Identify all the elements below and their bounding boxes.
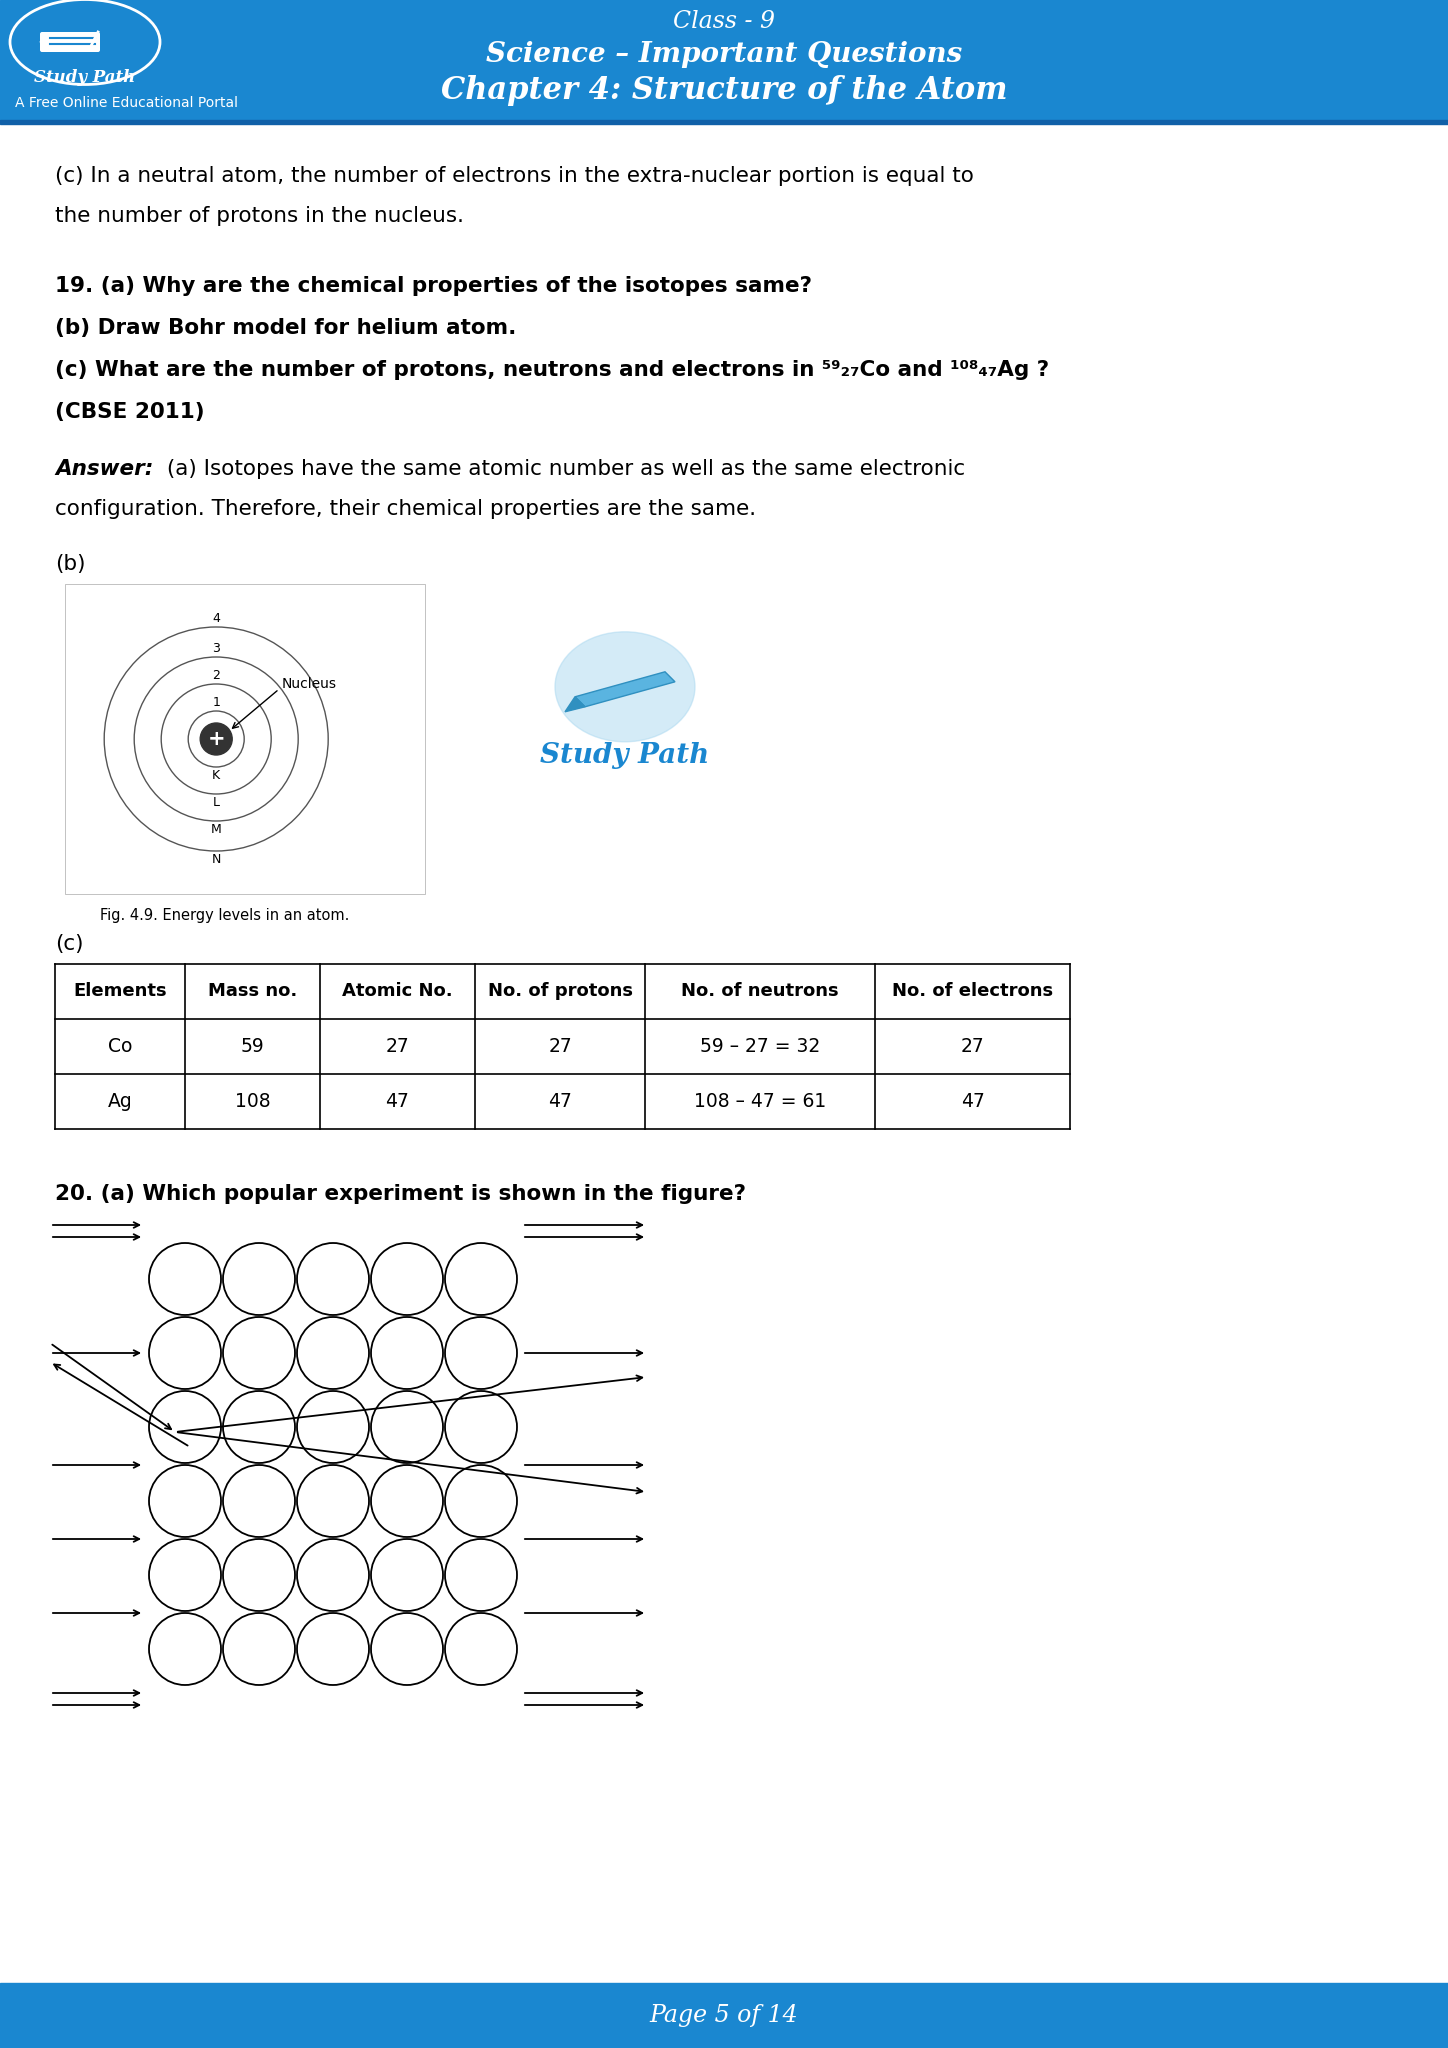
Text: Elements: Elements [74,983,167,1001]
Text: (a) Isotopes have the same atomic number as well as the same electronic: (a) Isotopes have the same atomic number… [159,459,966,479]
Text: 27: 27 [960,1036,985,1057]
Text: Class - 9: Class - 9 [673,10,775,33]
Text: L: L [213,797,220,809]
Text: 4: 4 [213,612,220,625]
Text: Fig. 4.9. Energy levels in an atom.: Fig. 4.9. Energy levels in an atom. [100,907,349,924]
Text: 19. (a) Why are the chemical properties of the isotopes same?: 19. (a) Why are the chemical properties … [55,276,812,297]
Bar [0,121,1448,125]
Text: 27: 27 [385,1036,410,1057]
Text: 59 – 27 = 32: 59 – 27 = 32 [699,1036,820,1057]
Text: Ag: Ag [107,1092,132,1110]
Text: Chapter 4: Structure of the Atom: Chapter 4: Structure of the Atom [440,74,1008,106]
Text: Study Path: Study Path [35,70,136,86]
Bar [65,584,426,895]
Text: (CBSE 2011): (CBSE 2011) [55,401,204,422]
Bar [0,0,1448,121]
Text: (b): (b) [55,555,85,573]
Text: (c) In a neutral atom, the number of electrons in the extra-nuclear portion is e: (c) In a neutral atom, the number of ele… [55,166,975,186]
Text: (c) What are the number of protons, neutrons and electrons in ⁵⁹₂₇Co and ¹⁰⁸₄₇Ag: (c) What are the number of protons, neut… [55,360,1050,381]
Text: Mass no.: Mass no. [209,983,297,1001]
Text: Co: Co [107,1036,132,1057]
Text: 108: 108 [235,1092,271,1110]
Text: 59: 59 [240,1036,265,1057]
Text: 47: 47 [960,1092,985,1110]
Text: A Free Online Educational Portal: A Free Online Educational Portal [14,96,237,111]
Text: Science – Important Questions: Science – Important Questions [487,41,961,68]
Text: +: + [207,729,224,750]
Text: the number of protons in the nucleus.: the number of protons in the nucleus. [55,207,463,225]
Circle shape [200,723,232,756]
Text: Study Path: Study Path [540,741,710,768]
Text: 27: 27 [549,1036,572,1057]
Text: 3: 3 [213,641,220,655]
Text: Page 5 of 14: Page 5 of 14 [650,2005,798,2028]
Text: No. of electrons: No. of electrons [892,983,1053,1001]
Polygon shape [575,672,675,707]
Text: K: K [213,768,220,782]
Polygon shape [565,696,585,713]
FancyBboxPatch shape [41,33,100,51]
Ellipse shape [555,631,695,741]
Text: (b) Draw Bohr model for helium atom.: (b) Draw Bohr model for helium atom. [55,317,517,338]
Text: 20. (a) Which popular experiment is shown in the figure?: 20. (a) Which popular experiment is show… [55,1184,746,1204]
Text: 1: 1 [213,696,220,709]
Text: 47: 47 [385,1092,410,1110]
Text: Nucleus: Nucleus [281,678,336,690]
Text: Answer:: Answer: [55,459,153,479]
Text: M: M [211,823,222,836]
Bar [0,1982,1448,2048]
Text: No. of neutrons: No. of neutrons [681,983,838,1001]
Text: (c): (c) [55,934,84,954]
Text: configuration. Therefore, their chemical properties are the same.: configuration. Therefore, their chemical… [55,500,756,518]
Text: 2: 2 [213,670,220,682]
Text: 47: 47 [547,1092,572,1110]
Text: N: N [211,854,222,866]
Text: Atomic No.: Atomic No. [342,983,453,1001]
Text: No. of protons: No. of protons [488,983,633,1001]
Text: 108 – 47 = 61: 108 – 47 = 61 [694,1092,827,1110]
